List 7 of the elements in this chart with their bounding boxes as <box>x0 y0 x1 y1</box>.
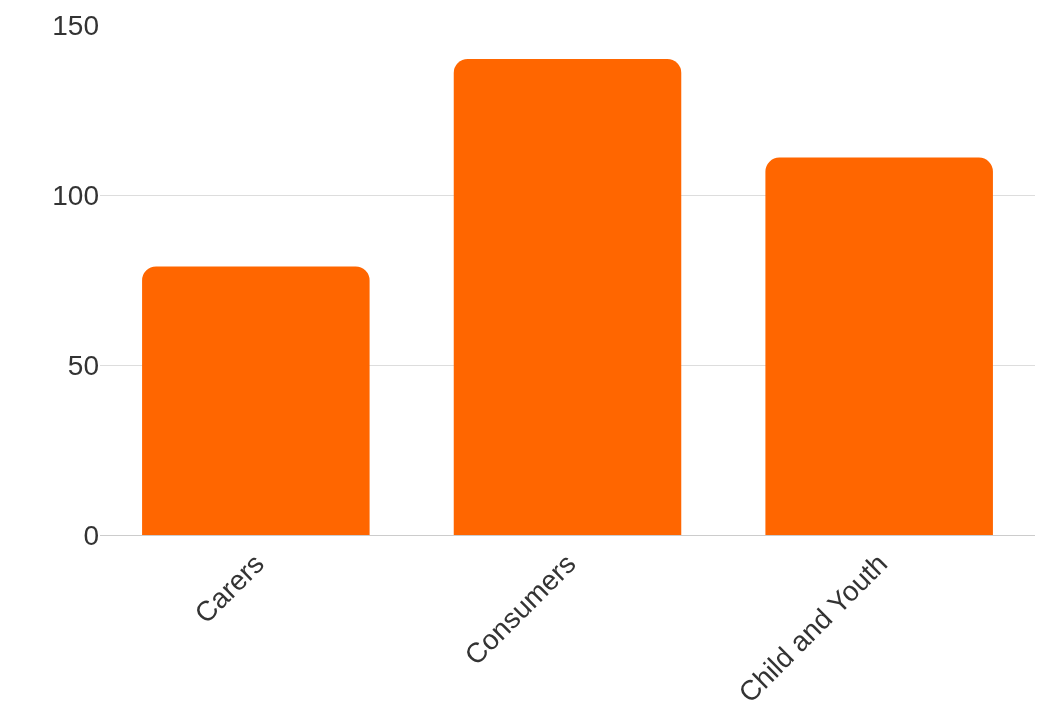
y-tick-label: 100 <box>52 179 99 211</box>
bar <box>765 157 993 535</box>
y-tick-label: 150 <box>52 9 99 41</box>
y-tick-label: 0 <box>83 519 99 551</box>
bar <box>142 266 370 535</box>
bar <box>453 59 682 535</box>
y-tick-label: 50 <box>67 349 99 381</box>
